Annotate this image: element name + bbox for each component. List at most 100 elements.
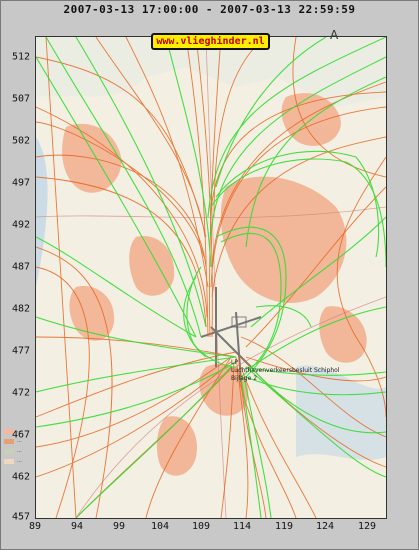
legend-label: ... bbox=[17, 438, 22, 444]
arrival-track bbox=[207, 37, 386, 218]
legend-swatch bbox=[4, 438, 14, 444]
departure-track bbox=[210, 106, 386, 288]
y-tick-label: 472 bbox=[11, 387, 30, 399]
x-tick-label: 119 bbox=[274, 521, 294, 532]
arrival-track bbox=[45, 37, 202, 338]
legend-swatch bbox=[4, 428, 14, 434]
legend-label: ... bbox=[17, 428, 22, 434]
departure-track bbox=[125, 37, 209, 288]
lake-west bbox=[36, 137, 48, 287]
legend-swatch bbox=[4, 448, 14, 454]
x-tick-label: 114 bbox=[232, 521, 252, 532]
arrival-track bbox=[220, 232, 282, 378]
departure-track bbox=[292, 37, 386, 178]
departure-track bbox=[245, 186, 386, 348]
departure-track bbox=[245, 356, 386, 382]
arrival-track bbox=[255, 305, 312, 328]
arrival-track bbox=[250, 216, 386, 328]
y-tick-label: 497 bbox=[11, 177, 30, 189]
departure-track bbox=[211, 136, 386, 298]
arrival-track bbox=[165, 37, 212, 268]
departure-track bbox=[95, 37, 206, 238]
x-tick-label: 99 bbox=[112, 521, 126, 532]
departure-track bbox=[211, 81, 386, 268]
urban-amstelveen bbox=[319, 306, 367, 363]
departure-track bbox=[36, 121, 205, 258]
arrival-track bbox=[250, 366, 386, 434]
x-tick-label: 109 bbox=[191, 521, 211, 532]
y-tick-label: 502 bbox=[11, 135, 30, 147]
flight-track-map bbox=[35, 36, 387, 519]
x-tick-label: 94 bbox=[70, 521, 84, 532]
x-tick-label: 89 bbox=[28, 521, 42, 532]
y-tick-label: 492 bbox=[11, 219, 30, 231]
arrival-track bbox=[215, 150, 380, 258]
departure-track bbox=[240, 336, 386, 438]
road-a5 bbox=[75, 296, 386, 518]
urban-aalsmeer bbox=[199, 363, 249, 416]
departure-track bbox=[36, 56, 207, 238]
x-tick-label: 129 bbox=[357, 521, 377, 532]
departure-track bbox=[240, 366, 317, 518]
y-tick-label: 467 bbox=[11, 429, 30, 441]
arrival-track bbox=[245, 76, 386, 248]
legend-label: ... bbox=[17, 448, 22, 454]
arrival-track bbox=[210, 56, 386, 238]
urban-hoofddorp bbox=[129, 236, 175, 296]
legend-row: ... bbox=[4, 426, 114, 436]
departure-track bbox=[36, 336, 237, 358]
departure-track bbox=[36, 266, 90, 518]
departure-track bbox=[36, 356, 232, 448]
arrival-track bbox=[215, 37, 327, 188]
departure-track bbox=[220, 361, 235, 518]
departure-track bbox=[36, 351, 237, 418]
departure-track bbox=[36, 246, 113, 518]
y-tick-label: 487 bbox=[11, 261, 30, 273]
legend-row: ... bbox=[4, 436, 114, 446]
airport-marker bbox=[231, 316, 247, 328]
departure-track bbox=[209, 37, 222, 338]
departure-track bbox=[336, 156, 386, 418]
runway-buitenveldertbaan bbox=[200, 316, 262, 338]
roads bbox=[36, 37, 386, 518]
arrival-track bbox=[36, 361, 237, 428]
legend-row: ... bbox=[4, 456, 114, 466]
airport-label-line: Luchthavenverkeersbesluit Schiphol bbox=[231, 367, 340, 374]
arrival-track bbox=[243, 376, 272, 518]
departure-track bbox=[195, 37, 213, 338]
arrival-track bbox=[210, 158, 386, 268]
website-badge: www.vlieghinder.nl bbox=[151, 33, 270, 50]
arrival-track bbox=[36, 356, 237, 393]
airport-label-line: LP bbox=[231, 359, 238, 366]
legend-swatch bbox=[4, 458, 14, 464]
arrival-track bbox=[250, 306, 386, 368]
y-tick-label: 462 bbox=[11, 471, 30, 483]
time-range-title: 2007-03-13 17:00:00 - 2007-03-13 22:59:5… bbox=[63, 3, 356, 16]
departure-track bbox=[235, 356, 249, 518]
departure-track bbox=[36, 106, 208, 318]
legend-row: ... bbox=[4, 446, 114, 456]
lake-southeast bbox=[296, 365, 386, 460]
map-canvas bbox=[36, 37, 386, 518]
x-tick-label: 124 bbox=[315, 521, 335, 532]
airport-label: LP Luchthavenverkeersbesluit Schiphol Bi… bbox=[231, 359, 341, 383]
y-tick-label: 482 bbox=[11, 303, 30, 315]
arrival-track bbox=[183, 276, 207, 358]
y-tick-label: 512 bbox=[11, 51, 30, 63]
arrival-track bbox=[36, 316, 237, 358]
arrival-tracks bbox=[36, 37, 386, 518]
departure-track bbox=[235, 366, 297, 518]
arrival-track bbox=[240, 376, 262, 518]
y-tick-label: 477 bbox=[11, 345, 30, 357]
y-tick-label: 507 bbox=[11, 93, 30, 105]
urban-amsterdam bbox=[220, 176, 347, 303]
departure-tracks bbox=[36, 37, 386, 518]
map-legend: ... ... ... ... bbox=[4, 426, 114, 466]
arrival-track bbox=[245, 366, 386, 478]
x-tick-label: 104 bbox=[150, 521, 170, 532]
arrival-track bbox=[215, 226, 287, 378]
departure-track bbox=[36, 176, 207, 328]
arrival-track bbox=[245, 366, 386, 376]
road-a4 bbox=[205, 37, 227, 518]
y-tick-label: 457 bbox=[11, 511, 30, 523]
